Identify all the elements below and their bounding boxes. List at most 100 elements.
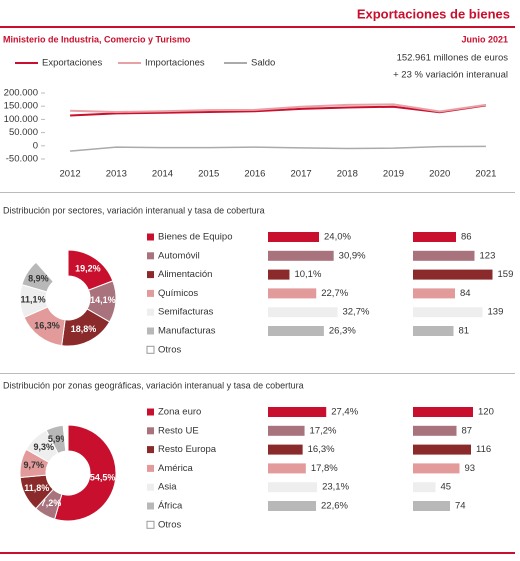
- bar: [413, 407, 473, 417]
- slice-label: 16,3%: [34, 320, 60, 330]
- legend-label: Semifacturas: [158, 307, 214, 318]
- section-title: Distribución por sectores, variación int…: [3, 205, 265, 215]
- bar: [413, 232, 456, 242]
- bar-label: 10,1%: [294, 269, 321, 280]
- legend-label: Zona euro: [158, 407, 201, 418]
- y-tick-label: 50.000: [9, 127, 38, 138]
- bar-label: 45: [441, 482, 452, 493]
- bar-label: 17,8%: [311, 463, 338, 474]
- bar-label: 86: [461, 232, 472, 243]
- series-line: [70, 145, 486, 152]
- x-tick-label: 2014: [152, 169, 173, 180]
- legend-swatch: [147, 408, 154, 416]
- bar: [413, 482, 436, 493]
- series-line: [70, 104, 487, 117]
- y-tick-label: 150.000: [4, 101, 38, 112]
- bar: [413, 501, 450, 511]
- bar: [413, 250, 475, 261]
- bar: [413, 307, 483, 318]
- bar-label: 22,7%: [321, 288, 348, 299]
- legend-swatch: [146, 520, 155, 529]
- bar-label: 139: [488, 307, 504, 318]
- bar: [413, 269, 493, 280]
- bar: [413, 288, 455, 299]
- y-tick-label: 0: [33, 140, 38, 151]
- variation: + 23 % variación interanual: [393, 70, 508, 81]
- bar-label: 16,3%: [308, 444, 335, 455]
- bar-label: 30,9%: [339, 250, 366, 261]
- bar-label: 24,0%: [324, 232, 351, 243]
- legend-label: Automóvil: [158, 250, 200, 261]
- legend-swatch: [147, 271, 154, 279]
- date: Junio 2021: [461, 34, 508, 44]
- donut-slice: [35, 249, 69, 283]
- bar: [268, 232, 319, 242]
- bar-label: 93: [465, 463, 476, 474]
- legend-swatch: [147, 233, 154, 241]
- bar: [268, 482, 318, 493]
- title: Exportaciones de bienes: [357, 6, 510, 21]
- legend-label: Químicos: [158, 288, 198, 299]
- donut-slice: [53, 424, 117, 522]
- y-tick-label: -50.000: [6, 154, 38, 165]
- bar: [268, 501, 317, 511]
- y-tick-label: 200.000: [4, 88, 38, 99]
- bar: [268, 288, 317, 299]
- legend-swatch: [147, 502, 154, 510]
- legend-swatch: [146, 345, 155, 354]
- legend-swatch: [147, 327, 154, 335]
- legend-label: África: [158, 501, 183, 512]
- bar: [413, 326, 454, 336]
- bar: [413, 444, 471, 455]
- bar-label: 17,2%: [310, 425, 337, 436]
- title-rule: [0, 26, 515, 28]
- legend-label: Otros: [158, 344, 181, 355]
- legend-swatch: [147, 289, 154, 297]
- bar: [268, 307, 338, 318]
- bar-label: 22,6%: [321, 501, 348, 512]
- bar-label: 27,4%: [331, 407, 358, 418]
- x-tick-label: 2015: [198, 169, 219, 180]
- legend-label: Alimentación: [158, 269, 212, 280]
- slice-label: 9,7%: [24, 460, 45, 470]
- bar-label: 87: [462, 425, 473, 436]
- legend-swatch: [147, 483, 154, 491]
- bar: [268, 444, 303, 455]
- y-tick-label: 100.000: [4, 114, 38, 125]
- donut-slice: [62, 424, 69, 452]
- legend-swatch: [147, 446, 154, 454]
- bar-label: 84: [460, 288, 471, 299]
- slice-label: 11,8%: [24, 483, 49, 493]
- bar: [268, 269, 290, 280]
- legend-label: América: [158, 463, 194, 474]
- legend-swatch: [147, 464, 154, 472]
- bar: [268, 425, 305, 436]
- x-tick-label: 2020: [429, 169, 450, 180]
- legend-label: Resto UE: [158, 425, 199, 436]
- separator: [0, 192, 515, 193]
- bar: [268, 250, 334, 261]
- bar-label: 159: [498, 269, 514, 280]
- legend-label: Importaciones: [145, 58, 205, 69]
- x-tick-label: 2019: [383, 169, 404, 180]
- separator: [0, 373, 515, 374]
- bar: [413, 425, 457, 436]
- bar-label: 32,7%: [342, 307, 369, 318]
- bottom-rule: [0, 552, 515, 554]
- bar-label: 123: [480, 250, 496, 261]
- bar: [268, 407, 327, 417]
- x-tick-label: 2012: [60, 169, 81, 180]
- slice-label: 54,5%: [90, 472, 116, 482]
- total: 152.961 millones de euros: [397, 53, 509, 64]
- slice-label: 11,1%: [21, 295, 46, 305]
- legend-label: Exportaciones: [42, 58, 102, 69]
- slice-label: 7,2%: [41, 498, 62, 508]
- bar-label: 116: [476, 444, 491, 455]
- bar-label: 120: [478, 407, 494, 418]
- legend-label: Bienes de Equipo: [158, 232, 232, 243]
- x-tick-label: 2017: [291, 169, 312, 180]
- bar: [268, 326, 324, 336]
- slice-label: 18,8%: [71, 324, 97, 334]
- bar-label: 26,3%: [329, 326, 356, 337]
